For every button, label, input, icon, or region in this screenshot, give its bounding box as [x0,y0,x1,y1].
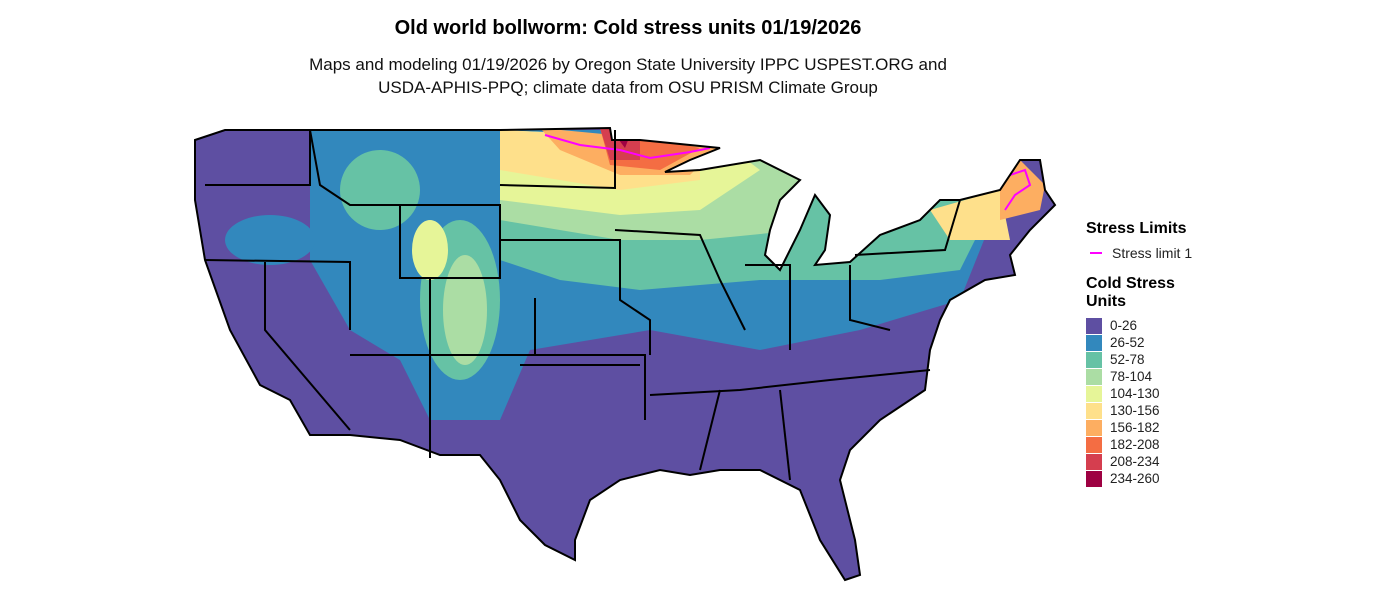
legend-label: 0-26 [1110,318,1138,333]
legend-item: 78-104 [1086,368,1216,385]
subtitle: USDA-APHIS-PPQ; climate data from OSU PR… [378,78,878,97]
legend-title: Cold Stress Units [1086,275,1175,310]
legend-swatch [1086,470,1102,487]
legend-item: 156-182 [1086,419,1216,436]
legend-swatch [1086,368,1102,385]
stress-limit-line [544,134,711,160]
legend-swatch [1086,334,1102,351]
legend-swatch [1086,385,1102,402]
legend-swatch [1086,317,1102,334]
legend-label: 208-234 [1110,454,1160,469]
legend-label: 182-208 [1110,437,1160,452]
legend-swatch [1086,453,1102,470]
legend-item: 182-208 [1086,436,1216,453]
legend-title: Stress Limits [1086,220,1187,237]
legend-group: Stress limit 1 [1086,244,1216,261]
region [225,215,315,265]
legend-item: 0-26 [1086,317,1216,334]
legend-item: 104-130 [1086,385,1216,402]
state-borders [194,127,1056,581]
legend-label: 104-130 [1110,386,1160,401]
legend-item: Stress limit 1 [1086,244,1216,261]
legend-group: 0-26 26-52 52-78 78-104 104-130 130-156 156-18… [1086,317,1216,487]
legend-label: 26-52 [1110,335,1145,350]
legend-item: 234-260 [1086,470,1216,487]
legend-item: 130-156 [1086,402,1216,419]
region [930,190,1010,240]
legend-swatch [1086,419,1102,436]
region [443,255,487,365]
map [194,127,1056,581]
map-title: Old world bollworm: Cold stress units 01… [394,17,862,39]
legend-label: 78-104 [1110,369,1153,384]
legend-item: 52-78 [1086,351,1216,368]
legend-label: 130-156 [1110,403,1160,418]
stress-limit-line [1004,168,1032,211]
subtitle: Maps and modeling 01/19/2026 by Oregon S… [309,55,947,74]
legend-label: Stress limit 1 [1112,244,1193,261]
legend-label: 234-260 [1110,471,1160,486]
legend-line [1090,251,1102,254]
region [412,220,448,280]
region [340,150,420,230]
legend-item: 26-52 [1086,334,1216,351]
legend-swatch [1086,351,1102,368]
legend-item: 208-234 [1086,453,1216,470]
legend-swatch [1086,436,1102,453]
legend-label: 156-182 [1110,420,1160,435]
legend-label: 52-78 [1110,352,1145,367]
legend-swatch [1086,402,1102,419]
legend: Stress Limits Stress limit 1 Cold Stress… [1086,220,1216,487]
